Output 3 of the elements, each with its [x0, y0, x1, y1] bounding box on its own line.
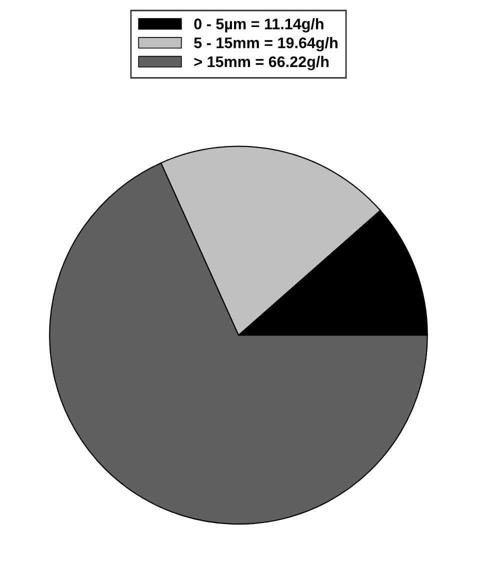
legend-label: > 15mm = 66.22g/h — [194, 56, 329, 70]
legend-label: 5 - 15mm = 19.64g/h — [194, 37, 338, 52]
legend-label: 0 - 5µm = 11.14g/h — [194, 18, 324, 32]
